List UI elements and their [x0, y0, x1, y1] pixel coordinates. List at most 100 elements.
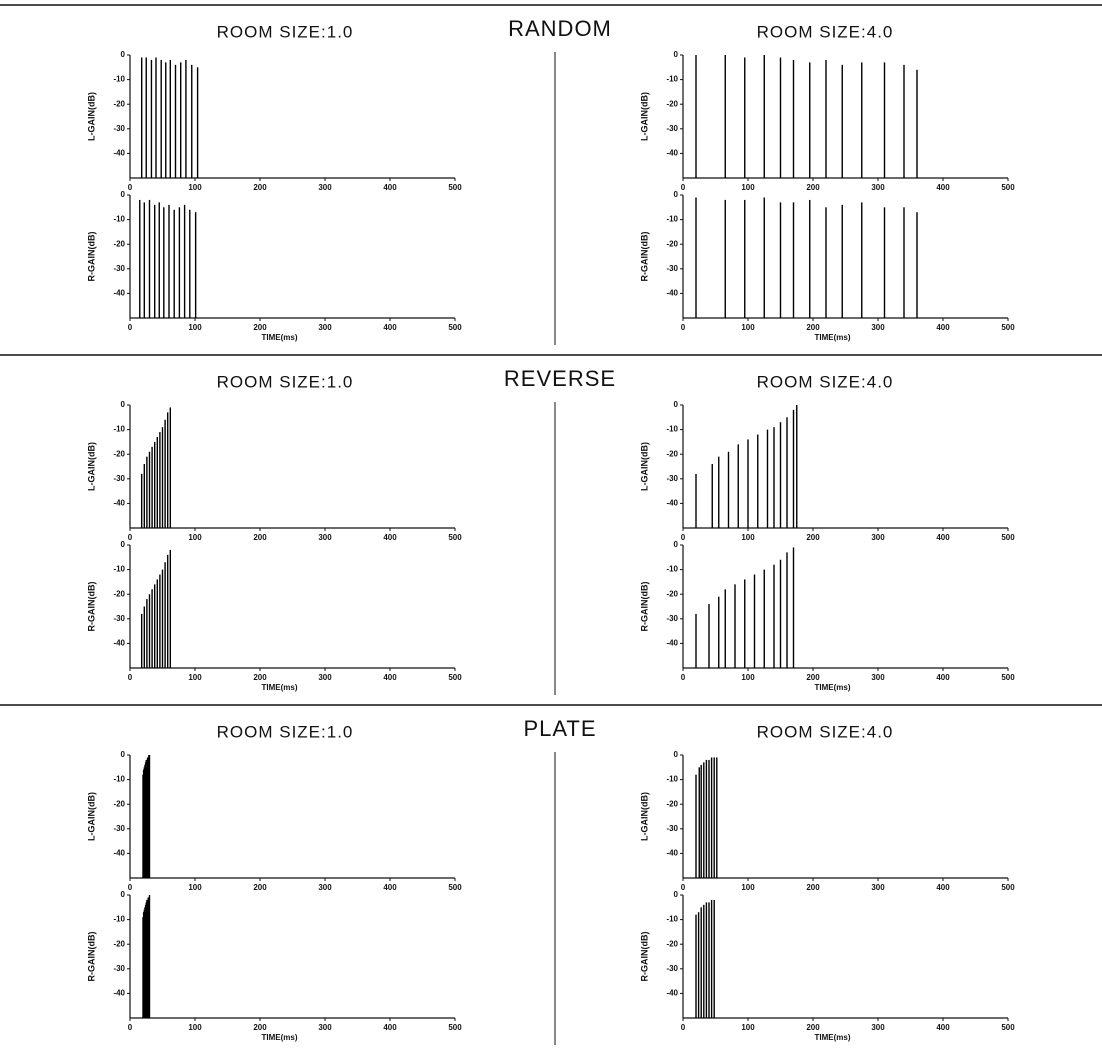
y-axis-label: R-GAIN(dB) — [639, 582, 649, 632]
y-tick-label: -10 — [113, 915, 125, 924]
x-tick-label: 200 — [253, 1023, 267, 1032]
x-tick-label: 0 — [681, 883, 686, 892]
x-tick-label: 500 — [448, 183, 462, 192]
y-tick-label: -10 — [113, 565, 125, 574]
panel-title: ROOM SIZE:4.0 — [757, 22, 894, 41]
y-tick-label: -10 — [113, 425, 125, 434]
x-tick-label: 300 — [871, 323, 885, 332]
x-tick-label: 500 — [1001, 1023, 1015, 1032]
y-tick-label: -40 — [113, 149, 125, 158]
x-tick-label: 400 — [383, 673, 397, 682]
x-tick-label: 0 — [128, 183, 133, 192]
x-tick-label: 200 — [253, 323, 267, 332]
x-tick-label: 200 — [806, 183, 820, 192]
y-tick-label: -40 — [666, 289, 678, 298]
y-tick-label: -10 — [113, 75, 125, 84]
x-tick-label: 200 — [253, 673, 267, 682]
y-tick-label: -10 — [666, 75, 678, 84]
x-tick-label: 100 — [188, 673, 202, 682]
x-tick-label: 0 — [128, 1023, 133, 1032]
x-tick-label: 400 — [936, 183, 950, 192]
x-tick-label: 200 — [806, 533, 820, 542]
x-tick-label: 300 — [871, 673, 885, 682]
y-tick-label: -10 — [113, 775, 125, 784]
y-tick-label: -40 — [113, 499, 125, 508]
x-tick-label: 500 — [448, 673, 462, 682]
x-tick-label: 300 — [318, 533, 332, 542]
x-tick-label: 100 — [741, 183, 755, 192]
y-axis-label: R-GAIN(dB) — [86, 582, 96, 632]
panel-title: ROOM SIZE:1.0 — [217, 22, 354, 41]
section-title: RANDOM — [508, 16, 612, 41]
y-axis-label: R-GAIN(dB) — [639, 932, 649, 982]
x-tick-label: 400 — [383, 183, 397, 192]
x-tick-label: 200 — [806, 883, 820, 892]
y-axis-label: R-GAIN(dB) — [639, 232, 649, 282]
x-tick-label: 400 — [383, 883, 397, 892]
x-tick-label: 0 — [128, 883, 133, 892]
y-tick-label: -30 — [666, 124, 678, 133]
y-tick-label: 0 — [674, 540, 679, 549]
y-tick-label: -40 — [113, 849, 125, 858]
y-tick-label: 0 — [674, 400, 679, 409]
x-tick-label: 300 — [871, 183, 885, 192]
x-tick-label: 500 — [448, 1023, 462, 1032]
y-tick-label: 0 — [121, 50, 126, 59]
x-tick-label: 100 — [188, 183, 202, 192]
x-tick-label: 400 — [936, 883, 950, 892]
y-tick-label: -10 — [666, 425, 678, 434]
y-axis-label: R-GAIN(dB) — [86, 232, 96, 282]
y-tick-label: 0 — [121, 400, 126, 409]
y-tick-label: 0 — [121, 190, 126, 199]
y-tick-label: -40 — [113, 639, 125, 648]
x-tick-label: 100 — [741, 1023, 755, 1032]
x-tick-label: 500 — [1001, 673, 1015, 682]
x-tick-label: 0 — [681, 673, 686, 682]
y-tick-label: -30 — [113, 124, 125, 133]
x-tick-label: 500 — [1001, 323, 1015, 332]
x-tick-label: 200 — [253, 883, 267, 892]
x-tick-label: 100 — [741, 673, 755, 682]
y-tick-label: -20 — [666, 939, 678, 948]
y-tick-label: -30 — [113, 474, 125, 483]
x-tick-label: 0 — [128, 323, 133, 332]
y-tick-label: -20 — [113, 239, 125, 248]
y-tick-label: 0 — [674, 50, 679, 59]
y-tick-label: -10 — [666, 915, 678, 924]
x-tick-label: 400 — [936, 323, 950, 332]
y-tick-label: -30 — [666, 474, 678, 483]
x-tick-label: 400 — [936, 533, 950, 542]
x-tick-label: 500 — [448, 533, 462, 542]
y-tick-label: 0 — [674, 890, 679, 899]
y-tick-label: -30 — [666, 964, 678, 973]
x-tick-label: 300 — [318, 183, 332, 192]
y-axis-label: L-GAIN(dB) — [86, 92, 96, 141]
y-tick-label: -20 — [113, 99, 125, 108]
x-axis-label: TIME(ms) — [262, 1033, 298, 1042]
y-tick-label: -30 — [666, 614, 678, 623]
y-tick-label: -10 — [666, 565, 678, 574]
x-tick-label: 100 — [741, 323, 755, 332]
y-axis-label: L-GAIN(dB) — [86, 792, 96, 841]
y-tick-label: -40 — [666, 149, 678, 158]
y-tick-label: -30 — [666, 824, 678, 833]
y-tick-label: 0 — [674, 750, 679, 759]
y-tick-label: -20 — [666, 799, 678, 808]
x-tick-label: 0 — [681, 323, 686, 332]
y-tick-label: -40 — [113, 289, 125, 298]
section-title: REVERSE — [504, 366, 616, 391]
x-axis-label: TIME(ms) — [815, 1033, 851, 1042]
x-tick-label: 300 — [318, 883, 332, 892]
x-tick-label: 400 — [383, 533, 397, 542]
x-tick-label: 300 — [871, 883, 885, 892]
y-tick-label: -40 — [666, 499, 678, 508]
y-axis-label: R-GAIN(dB) — [86, 932, 96, 982]
panel-title: ROOM SIZE:4.0 — [757, 372, 894, 391]
x-tick-label: 0 — [681, 533, 686, 542]
x-tick-label: 100 — [188, 1023, 202, 1032]
x-tick-label: 0 — [128, 533, 133, 542]
y-tick-label: -20 — [666, 99, 678, 108]
x-tick-label: 300 — [871, 533, 885, 542]
x-tick-label: 0 — [681, 183, 686, 192]
